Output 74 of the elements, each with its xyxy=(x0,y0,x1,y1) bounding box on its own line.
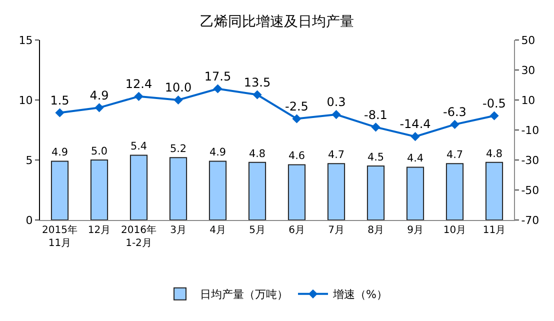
x-tick-label: 6月 xyxy=(288,225,305,236)
bar xyxy=(485,162,504,220)
point xyxy=(410,132,420,142)
x-tick-label: 7月 xyxy=(328,225,344,236)
point xyxy=(490,111,499,120)
y2-tick-label: -70 xyxy=(521,214,540,227)
data-label: 5.0 xyxy=(90,145,108,158)
data-label: 4.4 xyxy=(406,152,424,165)
x-tick-label: 2015年 11月 xyxy=(42,224,78,249)
point xyxy=(134,92,144,101)
data-label: 4.6 xyxy=(288,150,306,162)
x-tick-label: 8月 xyxy=(368,225,384,236)
data-label: -0.5 xyxy=(482,96,506,110)
data-label: 4.7 xyxy=(446,148,464,161)
data-label: 5.2 xyxy=(170,142,187,155)
bar xyxy=(288,164,306,220)
y2-tick-label: -30 xyxy=(521,154,540,167)
point xyxy=(292,114,302,124)
bar xyxy=(208,160,227,220)
y2-tick-label: 50 xyxy=(521,34,536,47)
bar xyxy=(446,163,464,220)
bar xyxy=(90,160,108,220)
y-tick-label: 0 xyxy=(26,214,33,227)
x-tick-label: 10月 xyxy=(443,225,466,236)
legend-label: 增速（%） xyxy=(332,288,388,302)
data-label: 4.8 xyxy=(248,148,266,160)
bar xyxy=(169,157,188,220)
data-label: 4.8 xyxy=(486,148,503,160)
data-label: 13.5 xyxy=(244,75,271,90)
x-tick-label: 5月 xyxy=(249,225,266,236)
data-label: 4.9 xyxy=(51,146,68,159)
bar xyxy=(130,154,148,220)
y-tick-label: 15 xyxy=(18,34,33,47)
y2-tick-label: 30 xyxy=(521,64,536,77)
y2-tick-label: -50 xyxy=(521,184,540,197)
legend-label: 日均产量（万吨） xyxy=(200,288,288,302)
data-label: -14.4 xyxy=(400,117,431,132)
x-tick-label: 3月 xyxy=(170,225,186,236)
chart-title: 乙烯同比增速及日均产量 xyxy=(200,14,354,30)
point xyxy=(213,84,222,94)
point xyxy=(252,90,262,100)
bar xyxy=(327,163,346,220)
point xyxy=(371,122,380,132)
data-label: -2.5 xyxy=(285,99,308,114)
y-tick-label: 10 xyxy=(18,94,33,107)
data-label: -8.1 xyxy=(364,108,388,122)
x-tick-label: 9月 xyxy=(407,225,424,236)
x-tick-label: 2016年 1-2月 xyxy=(121,224,156,249)
x-tick-label: 4月 xyxy=(210,225,226,236)
data-label: 4.7 xyxy=(328,148,345,161)
point xyxy=(332,110,341,120)
point xyxy=(55,108,64,118)
data-label: -6.3 xyxy=(443,105,466,120)
y2-tick-label: -10 xyxy=(521,124,540,137)
bar xyxy=(366,166,385,220)
data-label: 1.5 xyxy=(50,93,70,108)
point xyxy=(174,95,183,105)
y-tick-label: 5 xyxy=(26,154,33,167)
bar xyxy=(50,160,69,220)
point xyxy=(94,103,104,112)
data-label: 4.5 xyxy=(367,151,384,164)
data-label: 17.5 xyxy=(204,69,232,84)
x-tick-label: 12月 xyxy=(88,225,111,236)
data-label: 12.4 xyxy=(125,77,152,92)
bar xyxy=(406,166,424,220)
bar xyxy=(248,162,266,220)
x-tick-label: 11月 xyxy=(482,225,506,236)
y2-tick-label: 10 xyxy=(521,94,536,107)
data-label: 5.4 xyxy=(130,140,148,153)
data-label: 10.0 xyxy=(164,80,192,95)
data-label: 0.3 xyxy=(326,95,346,110)
data-label: 4.9 xyxy=(90,88,109,102)
point xyxy=(450,120,460,129)
data-label: 4.9 xyxy=(209,146,226,159)
